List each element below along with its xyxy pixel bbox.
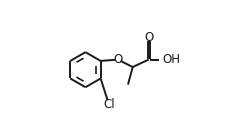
Text: O: O (143, 31, 153, 44)
Text: O: O (113, 53, 122, 66)
Text: OH: OH (162, 53, 180, 66)
Text: Cl: Cl (103, 98, 114, 111)
